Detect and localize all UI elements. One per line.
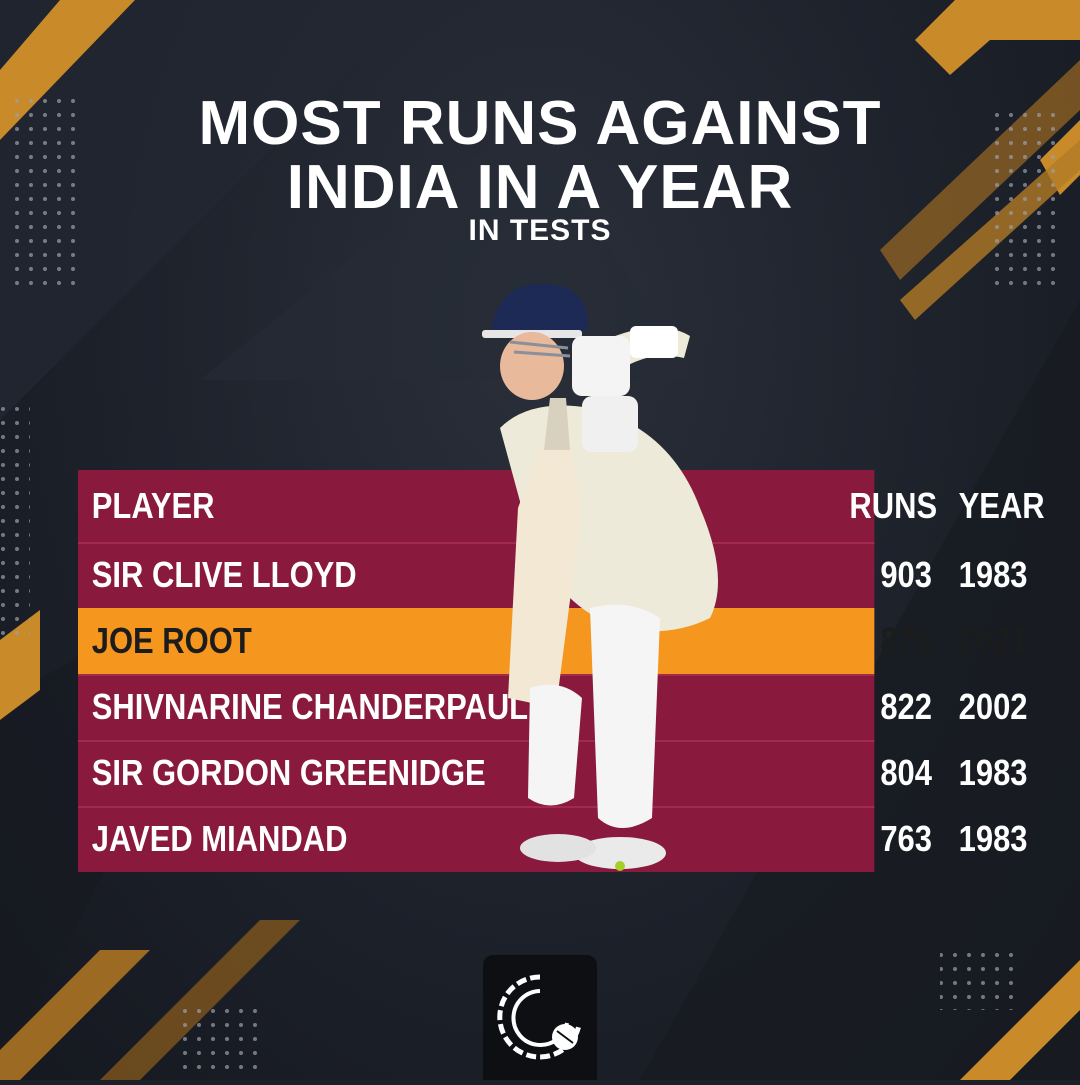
- table-row: JAVED MIANDAD 763 1983: [78, 806, 1028, 872]
- title-line-1: MOST RUNS AGAINST: [198, 89, 882, 158]
- title-line-2: INDIA IN A YEAR: [286, 153, 794, 222]
- year-value: 2002: [958, 686, 1028, 727]
- table-row-highlighted: JOE ROOT 875 2021: [78, 608, 1028, 674]
- header-year: YEAR: [958, 485, 1045, 526]
- header-runs: RUNS: [849, 485, 938, 526]
- player-name: JOE ROOT: [91, 620, 252, 661]
- runs-value: 763: [880, 818, 932, 859]
- year-value: 1983: [958, 554, 1028, 595]
- player-name: SIR CLIVE LLOYD: [91, 554, 357, 595]
- year-value: 1983: [958, 752, 1028, 793]
- batsman-image: [482, 283, 718, 871]
- header-player: PLAYER: [91, 485, 215, 526]
- player-name: SHIVNARINE CHANDERPAUL: [91, 686, 529, 727]
- table-row: SIR GORDON GREENIDGE 804 1983: [78, 740, 1028, 806]
- table-header-row: PLAYER RUNS YEAR: [78, 470, 1045, 542]
- year-value: 2021: [958, 620, 1028, 661]
- cricket-ball-logo-icon: [497, 974, 582, 1060]
- player-name: JAVED MIANDAD: [91, 818, 348, 859]
- page-subtitle: IN TESTS: [468, 214, 612, 247]
- table-row: SHIVNARINE CHANDERPAUL 822 2002: [78, 674, 1028, 740]
- runs-value: 875: [880, 620, 932, 661]
- brand-logo: [483, 955, 597, 1080]
- runs-value: 804: [880, 752, 932, 793]
- year-value: 1983: [958, 818, 1028, 859]
- runs-table: PLAYER RUNS YEAR SIR CLIVE LLOYD 903 198…: [78, 470, 1045, 872]
- runs-value: 903: [880, 554, 932, 595]
- table-row: SIR CLIVE LLOYD 903 1983: [78, 542, 1028, 608]
- player-name: SIR GORDON GREENIDGE: [91, 752, 486, 793]
- runs-value: 822: [880, 686, 932, 727]
- page-title: MOST RUNS AGAINST INDIA IN A YEAR: [0, 92, 1080, 220]
